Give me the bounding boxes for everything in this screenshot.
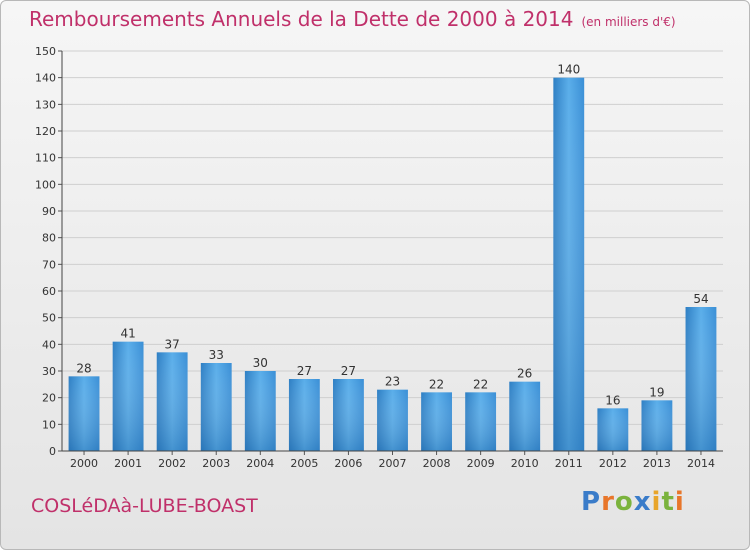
logo-letter: x [633, 487, 652, 517]
bar-shade [597, 408, 629, 451]
bar-shade [156, 352, 188, 451]
bar-shade [112, 341, 144, 451]
y-tick-label: 150 [35, 45, 56, 58]
x-tick-label: 2007 [379, 457, 407, 470]
data-label: 22 [473, 377, 488, 391]
x-tick-label: 2009 [467, 457, 495, 470]
logo-letter: t [661, 487, 675, 517]
bar-shade [553, 77, 585, 452]
data-label: 37 [165, 337, 180, 351]
y-tick-label: 40 [42, 338, 56, 351]
chart-title-text: Remboursements Annuels de la Dette de 20… [29, 7, 574, 31]
y-tick-label: 50 [42, 312, 56, 325]
y-tick-label: 0 [49, 445, 56, 458]
x-tick-label: 2000 [70, 457, 98, 470]
bar-shade [641, 400, 673, 451]
y-axis-ticks: 0 10 20 30 40 50 60 70 80 90 100 110 120 130 140 150 [35, 45, 62, 458]
bar-shade [333, 379, 364, 451]
x-tick-label: 2003 [202, 457, 230, 470]
data-label: 23 [385, 375, 400, 389]
logo-letter: r [601, 487, 615, 517]
y-tick-label: 140 [35, 72, 56, 85]
x-tick-label: 2005 [290, 457, 318, 470]
x-tick-label: 2014 [687, 457, 715, 470]
bar-shade [685, 307, 717, 451]
data-label: 27 [297, 364, 312, 378]
logo-letter: i [651, 487, 662, 517]
bar-shade [244, 371, 276, 451]
x-tick-label: 2013 [643, 457, 671, 470]
data-label: 16 [605, 393, 620, 407]
x-tick-label: 2008 [423, 457, 451, 470]
bar-shade [200, 363, 232, 451]
data-label: 26 [517, 367, 532, 381]
x-axis-ticks: 2000 2001 2002 2003 2004 2005 2006 2007 2008 2009… [70, 451, 715, 470]
logo-letter: o [614, 487, 634, 517]
data-label: 54 [693, 292, 708, 306]
data-label: 140 [557, 63, 580, 77]
chart-title: Remboursements Annuels de la Dette de 20… [29, 7, 676, 31]
y-tick-label: 130 [35, 98, 56, 111]
y-tick-label: 100 [35, 178, 56, 191]
data-label: 30 [253, 356, 268, 370]
bar-shade [465, 392, 497, 451]
bar-shade [421, 392, 452, 451]
data-label: 28 [76, 361, 91, 375]
bar-shade [509, 381, 541, 451]
data-label: 33 [209, 348, 224, 362]
x-tick-label: 2011 [555, 457, 583, 470]
data-label: 22 [429, 377, 444, 391]
logo-letter: P [581, 487, 602, 517]
bar-shade [377, 389, 408, 451]
y-tick-label: 30 [42, 365, 56, 378]
x-tick-label: 2012 [599, 457, 627, 470]
data-label: 27 [341, 364, 356, 378]
y-tick-label: 70 [42, 258, 56, 271]
y-tick-label: 10 [42, 418, 56, 431]
x-tick-label: 2006 [334, 457, 362, 470]
y-tick-label: 110 [35, 152, 56, 165]
bar-shade [288, 379, 320, 451]
bar-shade [68, 376, 100, 451]
y-tick-label: 120 [35, 125, 56, 138]
y-tick-label: 80 [42, 232, 56, 245]
unit-note: (en milliers d'€) [581, 15, 676, 29]
x-tick-label: 2004 [246, 457, 274, 470]
proxiti-logo[interactable]: Proxiti [581, 487, 685, 517]
data-label: 41 [120, 327, 135, 341]
y-tick-label: 90 [42, 205, 56, 218]
y-tick-label: 20 [42, 392, 56, 405]
data-label: 19 [649, 385, 664, 399]
x-tick-label: 2001 [114, 457, 142, 470]
x-tick-label: 2002 [158, 457, 186, 470]
y-tick-label: 60 [42, 285, 56, 298]
x-tick-label: 2010 [511, 457, 539, 470]
bars [68, 77, 717, 452]
logo-letter: i [674, 487, 685, 517]
commune-name: COSLéDAà-LUBE-BOAST [31, 495, 258, 517]
data-labels: 28 41 37 33 30 27 27 23 22 22 26 140 16 19 54 [76, 63, 708, 408]
